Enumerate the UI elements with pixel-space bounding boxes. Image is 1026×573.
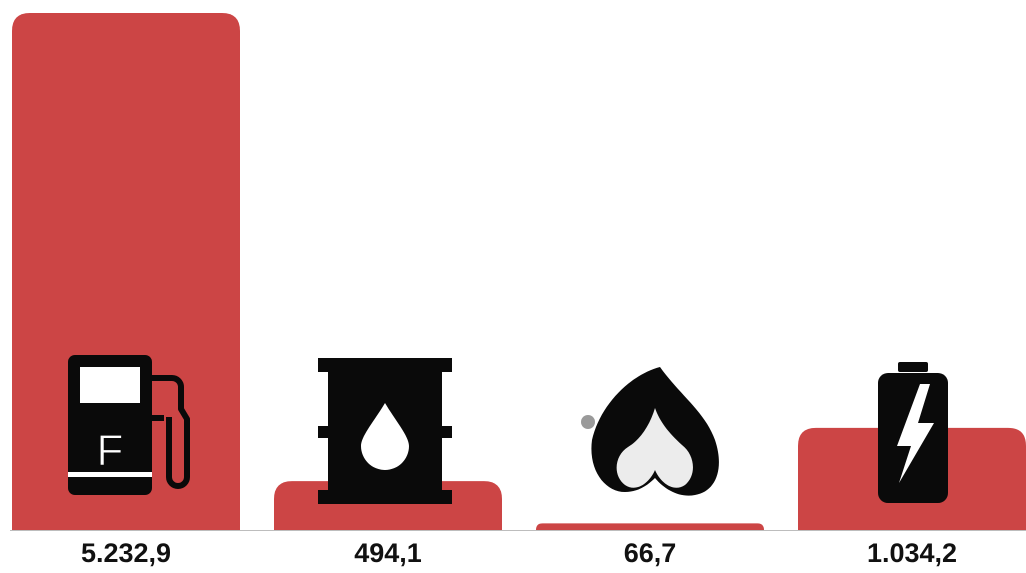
- value-label-oil: 494,1: [354, 538, 422, 568]
- bars-group: [12, 13, 1026, 530]
- oil-barrel-icon: [318, 358, 452, 504]
- fuel-pump-letter: F: [97, 426, 124, 475]
- gas-accent-dot: [581, 415, 595, 429]
- value-labels-group: 5.232,9 494,1 66,7 1.034,2: [81, 538, 957, 568]
- battery-icon: [878, 362, 948, 503]
- bar-gas: [536, 523, 764, 530]
- fuel-pump-icon: F: [68, 355, 190, 495]
- value-label-gas: 66,7: [624, 538, 677, 568]
- value-label-electricity: 1.034,2: [867, 538, 957, 568]
- gas-flame-icon: [581, 367, 719, 496]
- value-label-fuel: 5.232,9: [81, 538, 171, 568]
